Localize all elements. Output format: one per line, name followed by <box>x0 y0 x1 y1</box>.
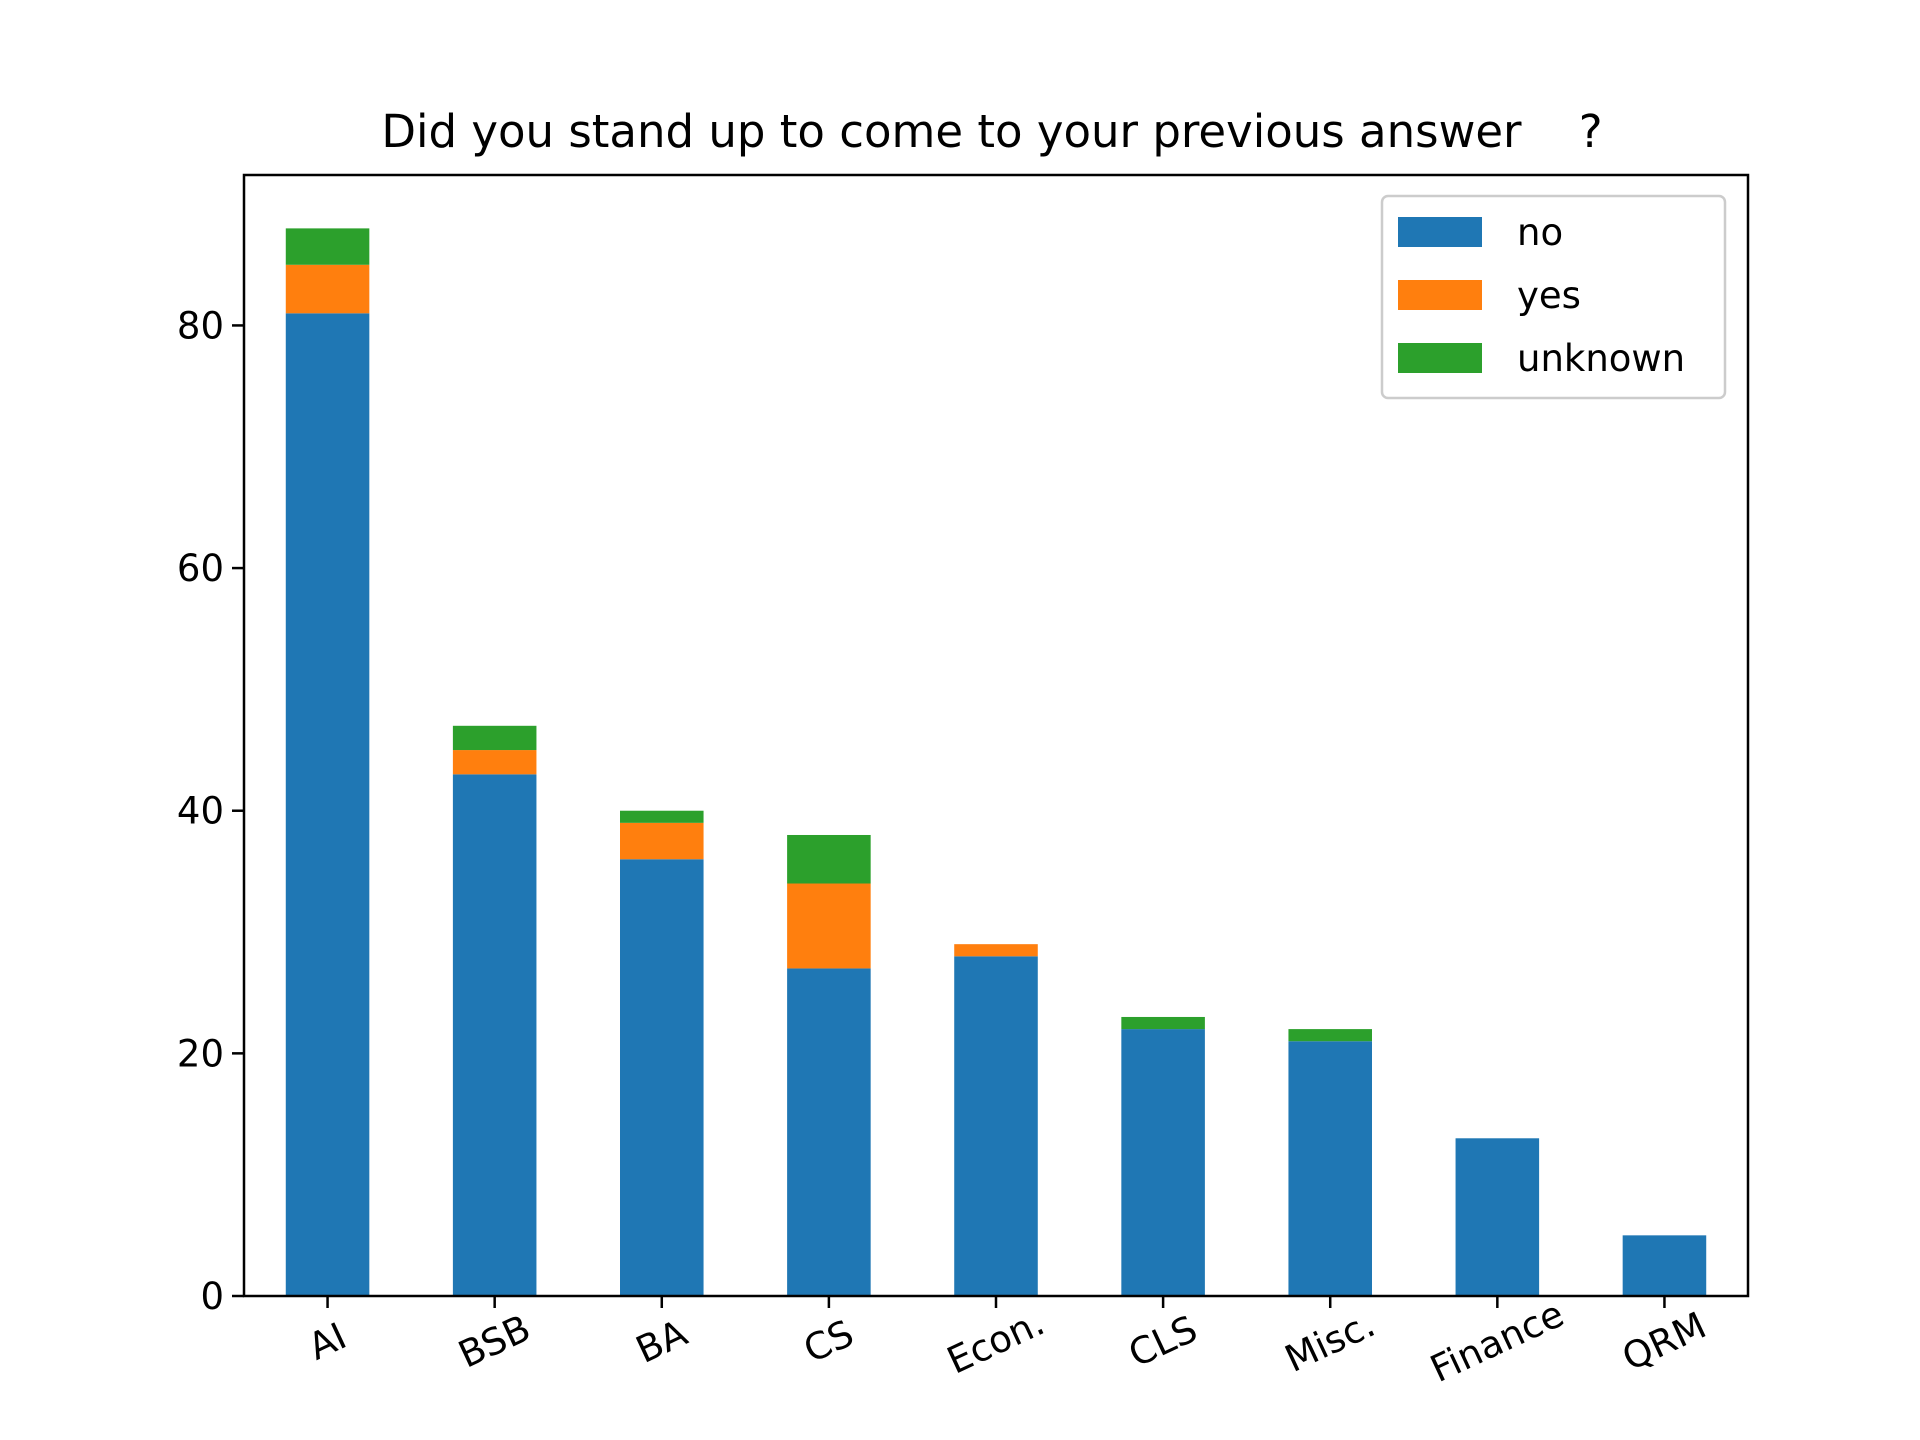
legend-label-unknown: unknown <box>1517 337 1685 380</box>
bar-no-qrm <box>1622 1235 1707 1296</box>
bar-no-finance <box>1455 1138 1540 1296</box>
x-tick-label: AI <box>302 1314 353 1368</box>
bar-unknown-cls <box>1121 1016 1205 1030</box>
bar-no-misc <box>1288 1041 1372 1296</box>
x-tick-label: BA <box>630 1311 694 1371</box>
legend-label-yes: yes <box>1517 274 1581 317</box>
legend-swatch-no <box>1398 217 1482 247</box>
bar-unknown-bsb <box>452 725 537 751</box>
x-tick-label: BSB <box>452 1307 537 1377</box>
y-tick-label: 80 <box>177 304 224 347</box>
x-tick-label: CS <box>797 1312 860 1372</box>
bar-no-cs <box>787 968 871 1296</box>
x-tick-label: QRM <box>1616 1304 1713 1380</box>
bar-unknown-cs <box>787 834 871 884</box>
bar-unknown-ba <box>620 810 704 823</box>
y-tick-label: 0 <box>200 1275 224 1318</box>
bar-no-ba <box>620 859 704 1296</box>
bar-yes-econ <box>954 944 1038 957</box>
y-tick-label: 60 <box>177 547 224 590</box>
legend-label-no: no <box>1517 211 1563 254</box>
x-axis: AI BSB BA CS Econ. CLS Misc. Finance QRM <box>302 1292 1713 1391</box>
bar-unknown-misc <box>1288 1029 1372 1042</box>
bar-no-bsb <box>452 774 537 1296</box>
x-tick-label: CLS <box>1122 1307 1204 1376</box>
bar-no-econ <box>954 956 1038 1296</box>
bar-no-cls <box>1121 1029 1205 1296</box>
legend: no yes unknown <box>1380 194 1727 400</box>
x-tick-label: Misc. <box>1279 1302 1382 1381</box>
y-axis: 0 20 40 60 80 <box>177 304 244 1318</box>
y-tick-label: 40 <box>177 790 224 833</box>
bar-unknown-ai <box>285 228 370 265</box>
legend-swatch-yes <box>1398 280 1482 310</box>
bar-yes-bsb <box>452 750 537 775</box>
y-tick-label: 20 <box>177 1032 224 1075</box>
x-tick-label: Econ. <box>941 1301 1051 1383</box>
bars-layer <box>285 228 1707 1297</box>
bar-yes-ai <box>285 264 370 314</box>
chart-title: Did you stand up to come to your previou… <box>381 105 1602 158</box>
bar-no-ai <box>285 313 370 1297</box>
bar-yes-ba <box>620 822 704 860</box>
bar-yes-cs <box>787 883 871 969</box>
legend-swatch-unknown <box>1398 343 1482 373</box>
